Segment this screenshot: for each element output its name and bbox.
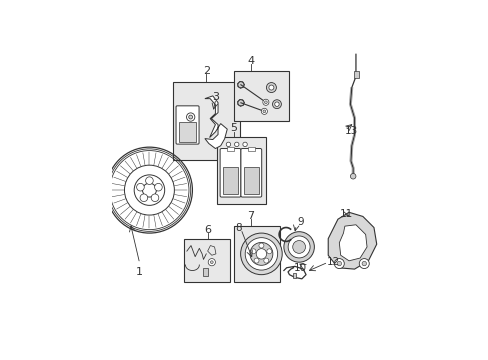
Polygon shape: [339, 225, 366, 261]
Circle shape: [268, 85, 273, 90]
Circle shape: [237, 99, 244, 106]
Circle shape: [284, 232, 314, 262]
Circle shape: [287, 236, 309, 258]
Text: 3: 3: [212, 92, 219, 102]
Circle shape: [226, 142, 230, 147]
Circle shape: [292, 240, 305, 253]
Circle shape: [142, 183, 156, 197]
Circle shape: [336, 261, 341, 266]
Circle shape: [249, 242, 272, 265]
Circle shape: [250, 249, 256, 254]
Bar: [217, 138, 265, 204]
Text: 13: 13: [345, 126, 358, 135]
Circle shape: [243, 142, 247, 147]
Bar: [203, 268, 208, 276]
Circle shape: [188, 115, 192, 119]
Text: 11: 11: [339, 209, 352, 219]
FancyBboxPatch shape: [241, 149, 261, 197]
Text: 12: 12: [326, 257, 340, 267]
Text: 1: 1: [136, 267, 143, 277]
Polygon shape: [327, 212, 376, 269]
Circle shape: [350, 174, 355, 179]
Bar: [247, 147, 254, 151]
Circle shape: [210, 261, 213, 264]
Text: 2: 2: [203, 66, 209, 76]
Bar: [226, 147, 234, 151]
Circle shape: [151, 194, 159, 202]
Circle shape: [208, 258, 215, 266]
Circle shape: [264, 258, 268, 263]
Text: 4: 4: [246, 56, 254, 66]
Bar: [173, 82, 239, 159]
Circle shape: [145, 177, 153, 184]
Circle shape: [261, 108, 267, 114]
Circle shape: [134, 175, 164, 205]
Bar: [233, 226, 279, 282]
Circle shape: [264, 101, 267, 104]
Bar: [244, 167, 258, 194]
Text: 6: 6: [203, 225, 211, 235]
Circle shape: [263, 110, 265, 113]
Circle shape: [256, 249, 266, 259]
Bar: [233, 71, 289, 121]
Circle shape: [334, 258, 344, 269]
Text: 8: 8: [234, 222, 241, 233]
Circle shape: [361, 261, 366, 266]
Circle shape: [272, 100, 281, 109]
Circle shape: [124, 165, 174, 215]
Text: 7: 7: [246, 211, 254, 221]
FancyBboxPatch shape: [220, 149, 241, 197]
Bar: [179, 122, 196, 141]
Circle shape: [266, 249, 271, 254]
Circle shape: [254, 258, 259, 263]
Circle shape: [136, 183, 144, 191]
Bar: [292, 273, 295, 278]
Circle shape: [154, 183, 162, 191]
Circle shape: [140, 194, 147, 202]
Circle shape: [237, 81, 244, 88]
Polygon shape: [204, 96, 227, 149]
Circle shape: [234, 142, 239, 147]
Text: 10: 10: [293, 263, 306, 273]
Circle shape: [359, 258, 368, 269]
Circle shape: [266, 82, 276, 93]
Circle shape: [263, 99, 268, 105]
Circle shape: [244, 238, 277, 270]
Circle shape: [186, 113, 194, 121]
FancyBboxPatch shape: [176, 106, 199, 144]
Bar: [223, 167, 237, 194]
Circle shape: [259, 243, 264, 248]
Text: 9: 9: [297, 217, 303, 227]
Circle shape: [240, 233, 282, 275]
Text: 5: 5: [230, 123, 237, 133]
Circle shape: [274, 102, 279, 107]
Bar: [353, 71, 358, 78]
Bar: [183, 239, 229, 282]
